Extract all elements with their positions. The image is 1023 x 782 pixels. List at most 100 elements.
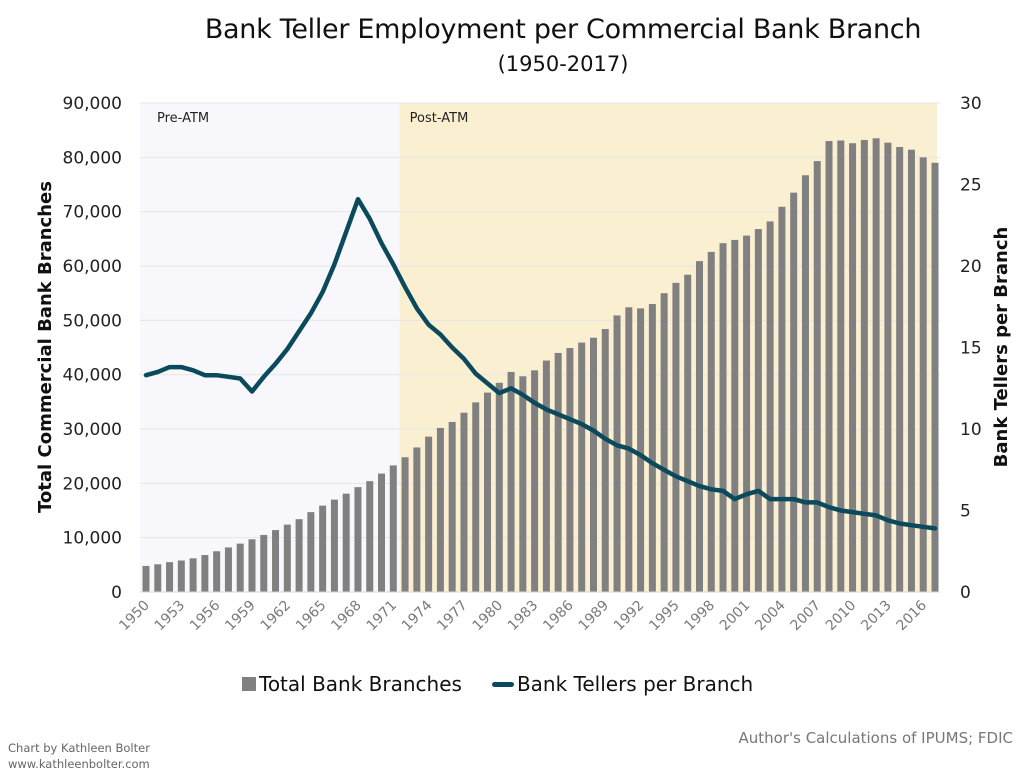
legend-label: Total Bank Branches: [259, 672, 462, 696]
bar: [766, 221, 774, 593]
x-tick-label: 1983: [505, 598, 542, 635]
right-tick-label: 5: [960, 502, 971, 522]
left-tick-label: 20,000: [63, 474, 122, 494]
source-note: Author's Calculations of IPUMS; FDIC: [738, 729, 1013, 747]
bar: [684, 274, 692, 592]
right-tick-label: 25: [960, 176, 982, 196]
tellers-line: [143, 196, 938, 531]
right-tick-label: 30: [960, 94, 982, 114]
bar: [142, 565, 150, 592]
bar: [731, 239, 739, 593]
line-series-tellers-per-branch: [143, 196, 938, 531]
bar: [778, 206, 786, 592]
bar: [884, 142, 892, 592]
x-tick-label: 2004: [752, 597, 789, 634]
legend-item-total-bank-branches: Total Bank Branches: [242, 672, 462, 696]
bar: [472, 402, 480, 592]
bar: [189, 558, 197, 592]
bar: [707, 251, 715, 592]
bar: [342, 493, 350, 592]
right-tick-label: 20: [960, 257, 982, 277]
bar: [283, 524, 291, 592]
bar: [177, 560, 185, 592]
bar: [872, 138, 880, 593]
bar: [519, 376, 527, 592]
bar: [213, 551, 221, 592]
bar: [224, 547, 232, 592]
bar: [613, 315, 621, 592]
bar: [436, 427, 444, 592]
bar: [531, 370, 539, 592]
left-tick-label: 50,000: [63, 311, 122, 331]
bar: [448, 421, 456, 592]
bar: [507, 371, 515, 592]
bar: [154, 564, 162, 592]
left-tick-label: 10,000: [63, 529, 122, 549]
bar: [166, 562, 174, 592]
x-tick-label: 2016: [894, 597, 931, 634]
x-tick-label: 1998: [682, 598, 719, 635]
x-tick-label: 1971: [364, 598, 401, 635]
x-tick-label: 2001: [717, 598, 754, 635]
left-tick-label: 0: [111, 583, 122, 603]
chart-subtitle: (1950-2017): [497, 52, 629, 76]
bar: [790, 192, 798, 592]
bar: [695, 261, 703, 592]
credit-author: Chart by Kathleen Bolter: [8, 741, 150, 755]
left-tick-label: 90,000: [63, 94, 122, 114]
bar: [401, 457, 409, 592]
bar: [554, 352, 562, 592]
legend: Total Bank Branches Bank Tellers per Bra…: [242, 672, 783, 696]
bar: [366, 481, 374, 592]
bar-swatch-icon: [242, 677, 256, 691]
bar: [813, 161, 821, 593]
bar: [413, 447, 421, 592]
bar: [495, 382, 503, 592]
x-tick-label: 1953: [152, 598, 189, 635]
bar: [719, 243, 727, 592]
left-axis-label: Total Commercial Bank Branches: [35, 181, 56, 513]
bar: [236, 543, 244, 592]
bar: [378, 473, 386, 592]
x-tick-label: 1980: [470, 598, 507, 635]
line-swatch-icon: [491, 681, 514, 687]
bar: [849, 143, 857, 592]
bar-series-total-bank-branches: [142, 138, 939, 593]
bar: [460, 412, 468, 592]
bar: [319, 505, 327, 592]
bar: [672, 282, 680, 592]
x-tick-label: 2007: [788, 598, 825, 635]
bar: [484, 392, 492, 592]
bar: [648, 304, 656, 592]
left-tick-label: 30,000: [63, 420, 122, 440]
bar: [801, 175, 809, 592]
bar: [907, 149, 915, 592]
x-tick-label: 1995: [646, 598, 683, 635]
bar: [931, 162, 939, 592]
region-post-atm: [399, 103, 938, 592]
x-tick-label: 2013: [858, 598, 895, 635]
bar: [896, 147, 904, 592]
left-tick-label: 70,000: [63, 203, 122, 223]
left-tick-label: 40,000: [63, 366, 122, 386]
x-tick-label: 1977: [434, 598, 471, 635]
bar: [566, 348, 574, 592]
bar: [260, 534, 268, 592]
bar: [389, 465, 397, 592]
bar: [589, 337, 597, 592]
credit-website[interactable]: www.kathleenbolter.com: [8, 757, 150, 771]
x-tick-label: 1992: [611, 598, 648, 635]
x-tick-label: 1968: [328, 598, 365, 635]
right-tick-label: 0: [960, 583, 971, 603]
x-tick-label: 1959: [222, 598, 259, 635]
region-label-pre-atm: Pre-ATM: [157, 111, 209, 126]
chart-title: Bank Teller Employment per Commercial Ba…: [204, 14, 922, 45]
right-tick-label: 10: [960, 420, 982, 440]
bar: [307, 512, 315, 592]
x-tick-label: 2010: [823, 598, 860, 635]
bar: [578, 342, 586, 592]
bar: [542, 360, 550, 592]
bar: [272, 530, 280, 592]
bar: [743, 235, 751, 592]
